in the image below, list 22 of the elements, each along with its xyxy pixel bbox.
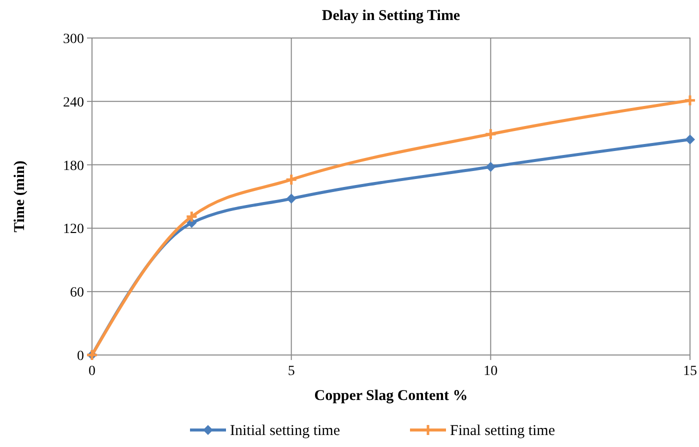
- y-tick-label: 180: [63, 158, 84, 174]
- y-tick-label: 120: [63, 222, 84, 238]
- y-tick-label: 240: [63, 95, 84, 110]
- x-axis-title: Copper Slag Content %: [314, 388, 468, 404]
- y-axis-title: Time (min): [12, 160, 28, 232]
- x-tick-label: 5: [288, 364, 295, 379]
- point: [484, 128, 497, 140]
- point: [185, 210, 198, 223]
- point: [685, 134, 695, 144]
- y-tick-label: 0: [77, 349, 84, 364]
- x-tick-label: 10: [484, 364, 498, 379]
- point: [285, 173, 298, 186]
- legend-label: Final setting time: [450, 423, 556, 439]
- x-tick-label: 15: [683, 364, 697, 379]
- chart-title: Delay in Setting Time: [322, 8, 460, 24]
- legend-label: Initial setting time: [230, 423, 340, 439]
- point: [286, 194, 296, 204]
- y-tick-label: 300: [63, 32, 84, 47]
- point: [684, 94, 696, 107]
- point: [486, 162, 496, 172]
- y-tick-label: 60: [70, 286, 84, 301]
- x-tick-label: 0: [88, 364, 96, 379]
